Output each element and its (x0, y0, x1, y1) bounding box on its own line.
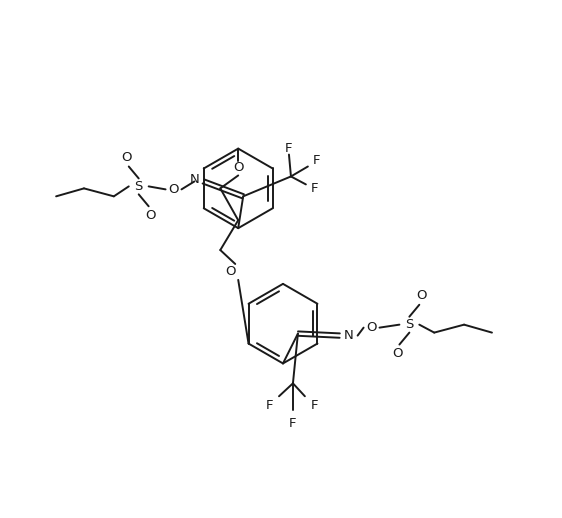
Text: O: O (416, 289, 427, 303)
Text: O: O (366, 321, 377, 334)
Text: O: O (225, 265, 235, 279)
Text: F: F (285, 142, 293, 155)
Text: N: N (344, 329, 353, 342)
Text: F: F (265, 399, 273, 412)
Text: O: O (121, 151, 132, 164)
Text: N: N (189, 173, 200, 186)
Text: F: F (289, 416, 297, 429)
Text: F: F (313, 154, 320, 167)
Text: S: S (405, 318, 414, 331)
Text: O: O (168, 183, 179, 196)
Text: O: O (146, 209, 156, 222)
Text: F: F (311, 182, 319, 195)
Text: O: O (392, 347, 402, 360)
Text: F: F (311, 399, 319, 412)
Text: O: O (233, 161, 243, 174)
Text: S: S (134, 180, 143, 193)
